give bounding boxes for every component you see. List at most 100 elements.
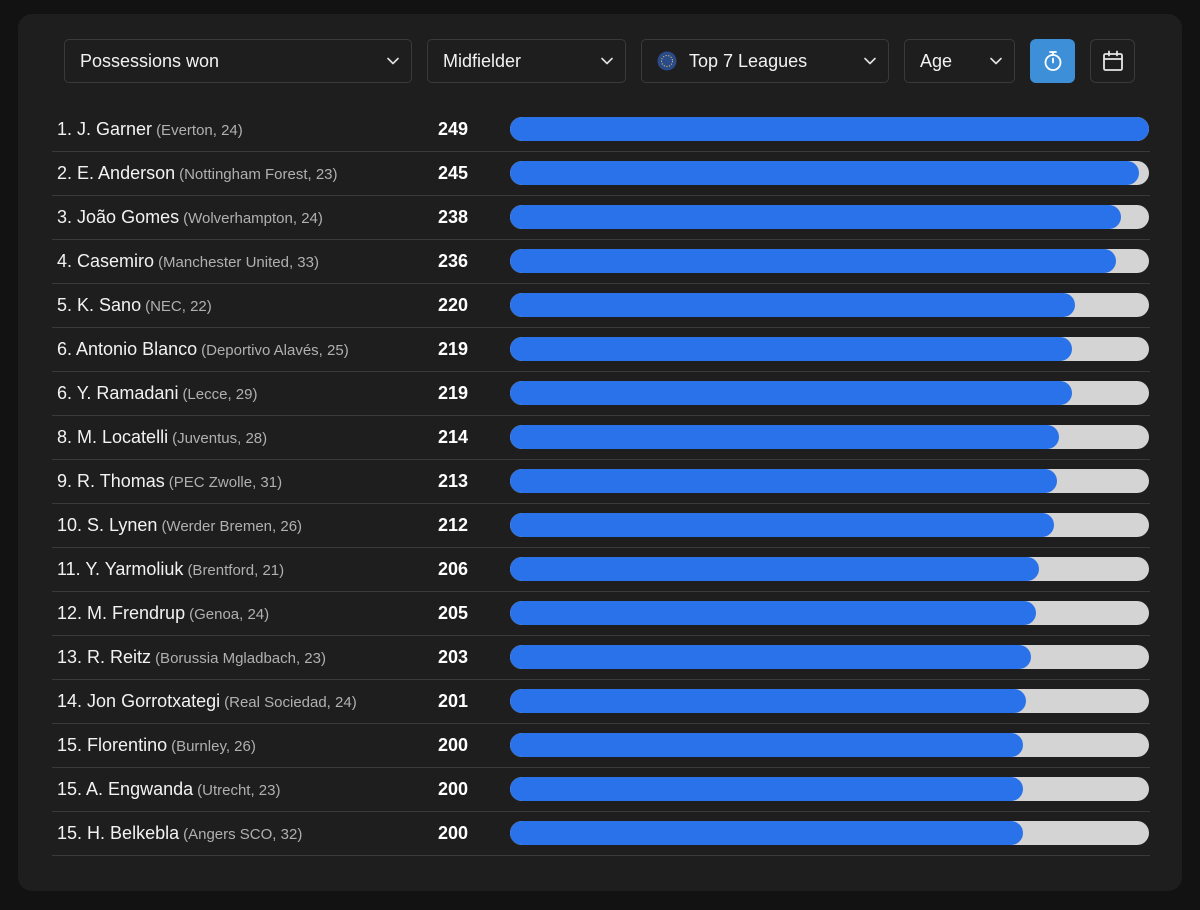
player-rank: 11. [57, 559, 81, 579]
player-rank: 4. [57, 251, 73, 271]
player-club-age: (NEC, 22) [145, 298, 212, 315]
table-row[interactable]: 1. J. Garner (Everton, 24) 249 [52, 108, 1150, 152]
player-club-age: (Real Sociedad, 24) [224, 694, 357, 711]
table-row[interactable]: 2. E. Anderson (Nottingham Forest, 23) 245 [52, 152, 1150, 196]
chevron-down-icon [601, 57, 613, 65]
player-club-age: (Deportivo Alavés, 25) [201, 342, 349, 359]
table-row[interactable]: 5. K. Sano (NEC, 22) 220 [52, 284, 1150, 328]
player-name: K. Sano [77, 295, 142, 315]
stat-value: 201 [437, 691, 469, 711]
stat-bar-track [510, 117, 1149, 141]
stat-bar-track [510, 425, 1149, 449]
stat-value: 212 [437, 515, 469, 535]
player-name: Jon Gorrotxategi [87, 691, 221, 711]
player-label: 5. K. Sano (NEC, 22) [57, 284, 212, 327]
player-label: 3. João Gomes (Wolverhampton, 24) [57, 196, 323, 239]
metric-dropdown[interactable]: Possessions won [64, 39, 412, 83]
stat-value: 219 [437, 339, 469, 359]
stat-bar-fill [510, 381, 1072, 405]
table-row[interactable]: 11. Y. Yarmoliuk (Brentford, 21) 206 [52, 548, 1150, 592]
stat-value: 219 [437, 383, 469, 403]
player-rank: 10. [57, 515, 83, 535]
stat-bar-track [510, 557, 1149, 581]
player-name: S. Lynen [87, 515, 158, 535]
stat-bar-track [510, 293, 1149, 317]
table-row[interactable]: 10. S. Lynen (Werder Bremen, 26) 212 [52, 504, 1150, 548]
player-name: E. Anderson [77, 163, 176, 183]
stat-bar-fill [510, 205, 1121, 229]
stat-bar-track [510, 777, 1149, 801]
stat-bar-track [510, 205, 1149, 229]
leaderboard-card: Possessions won Midfielder Top 7 Leagues… [18, 14, 1182, 891]
player-label: 12. M. Frendrup (Genoa, 24) [57, 592, 269, 635]
player-label: 6. Y. Ramadani (Lecce, 29) [57, 372, 257, 415]
player-rank: 14. [57, 691, 83, 711]
table-row[interactable]: 4. Casemiro (Manchester United, 33) 236 [52, 240, 1150, 284]
player-club-age: (PEC Zwolle, 31) [168, 474, 283, 491]
stat-bar-fill [510, 117, 1149, 141]
calendar-icon [1102, 50, 1123, 71]
player-rank: 15. [57, 779, 83, 799]
table-row[interactable]: 6. Y. Ramadani (Lecce, 29) 219 [52, 372, 1150, 416]
filter-toolbar: Possessions won Midfielder Top 7 Leagues… [64, 39, 1135, 83]
stat-bar-fill [510, 601, 1037, 625]
stat-bar-fill [510, 557, 1039, 581]
table-row[interactable]: 14. Jon Gorrotxategi (Real Sociedad, 24) 2… [52, 680, 1150, 724]
stat-value: 200 [437, 823, 469, 843]
stat-value: 236 [437, 251, 469, 271]
chevron-down-icon [990, 57, 1002, 65]
player-label: 11. Y. Yarmoliuk (Brentford, 21) [57, 548, 284, 591]
table-row[interactable]: 8. M. Locatelli (Juventus, 28) 214 [52, 416, 1150, 460]
table-row[interactable]: 15. A. Engwanda (Utrecht, 23) 200 [52, 768, 1150, 812]
table-row[interactable]: 12. M. Frendrup (Genoa, 24) 205 [52, 592, 1150, 636]
league-dropdown-label: Top 7 Leagues [689, 50, 808, 71]
stat-value: 203 [437, 647, 469, 667]
stat-bar-fill [510, 689, 1026, 713]
league-dropdown[interactable]: Top 7 Leagues [641, 39, 889, 83]
player-club-age: (Werder Bremen, 26) [161, 518, 303, 535]
stat-value: 249 [437, 119, 469, 139]
table-row[interactable]: 9. R. Thomas (PEC Zwolle, 31) 213 [52, 460, 1150, 504]
player-rank: 13. [57, 647, 83, 667]
ranking-list: 1. J. Garner (Everton, 24) 249 2. E. Anders… [52, 108, 1150, 856]
player-rank: 15. [57, 735, 83, 755]
player-label: 13. R. Reitz (Borussia Mgladbach, 23) [57, 636, 326, 679]
player-club-age: (Angers SCO, 32) [183, 826, 303, 843]
stat-bar-fill [510, 513, 1055, 537]
player-name: J. Garner [77, 119, 153, 139]
player-label: 14. Jon Gorrotxategi (Real Sociedad, 24) [57, 680, 357, 723]
age-dropdown-label: Age [920, 50, 953, 71]
player-name: Florentino [87, 735, 168, 755]
age-dropdown[interactable]: Age [904, 39, 1015, 83]
stat-bar-fill [510, 337, 1072, 361]
position-dropdown[interactable]: Midfielder [427, 39, 626, 83]
table-row[interactable]: 15. H. Belkebla (Angers SCO, 32) 200 [52, 812, 1150, 856]
player-name: H. Belkebla [87, 823, 180, 843]
stat-value: 214 [437, 427, 469, 447]
stopwatch-button[interactable] [1030, 39, 1075, 83]
table-row[interactable]: 13. R. Reitz (Borussia Mgladbach, 23) 203 [52, 636, 1150, 680]
table-row[interactable]: 6. Antonio Blanco (Deportivo Alavés, 25) 2… [52, 328, 1150, 372]
stat-bar-track [510, 381, 1149, 405]
stat-bar-fill [510, 249, 1116, 273]
stat-value: 213 [437, 471, 469, 491]
calendar-button[interactable] [1090, 39, 1135, 83]
table-row[interactable]: 15. Florentino (Burnley, 26) 200 [52, 724, 1150, 768]
player-name: Casemiro [77, 251, 155, 271]
player-label: 9. R. Thomas (PEC Zwolle, 31) [57, 460, 282, 503]
stat-bar-fill [510, 469, 1057, 493]
player-club-age: (Genoa, 24) [189, 606, 270, 623]
player-name: M. Frendrup [87, 603, 186, 623]
stat-bar-track [510, 249, 1149, 273]
stat-bar-fill [510, 821, 1024, 845]
stat-value: 206 [437, 559, 469, 579]
stat-value: 220 [437, 295, 469, 315]
player-rank: 2. [57, 163, 73, 183]
stat-value: 205 [437, 603, 469, 623]
table-row[interactable]: 3. João Gomes (Wolverhampton, 24) 238 [52, 196, 1150, 240]
player-label: 6. Antonio Blanco (Deportivo Alavés, 25) [57, 328, 349, 371]
player-rank: 9. [57, 471, 73, 491]
player-name: A. Engwanda [86, 779, 194, 799]
player-name: Antonio Blanco [76, 339, 198, 359]
player-club-age: (Brentford, 21) [187, 562, 285, 579]
